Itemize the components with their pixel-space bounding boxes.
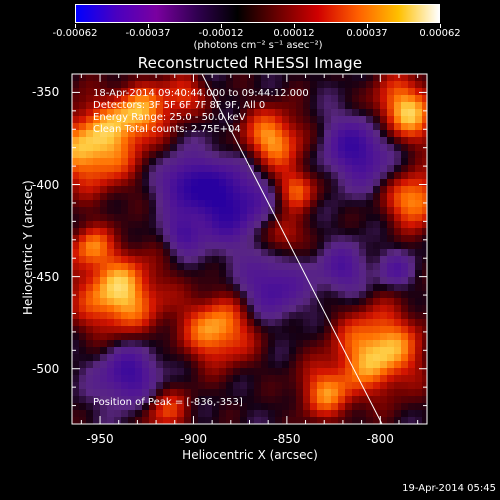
time-range-annotation: 18-Apr-2014 09:40:44.000 to 09:44:12.000 (93, 88, 309, 99)
x-tick-label: -900 (179, 432, 208, 446)
colorbar-tick (294, 24, 295, 28)
colorbar-tick-label: 0.00037 (346, 28, 388, 39)
colorbar-tick-label: -0.00062 (52, 28, 98, 39)
solar-limb-line (201, 74, 383, 424)
y-tick-label: -450 (32, 269, 60, 284)
colorbar-tick-label: 0.00012 (273, 28, 315, 39)
x-tick-label: -950 (86, 432, 114, 446)
peak-position-annotation: Position of Peak = [-836,-353] (93, 397, 243, 408)
colorbar-tick (367, 24, 368, 28)
colorbar-tick (221, 24, 222, 28)
plot-title: Reconstructed RHESSI Image (137, 54, 363, 72)
colorbar (75, 4, 440, 23)
colorbar-tick-label: -0.00012 (198, 28, 244, 39)
generation-timestamp: 19-Apr-2014 05:45 (402, 483, 496, 494)
colorbar-tick-label: 0.00062 (419, 28, 461, 39)
colorbar-tick (148, 24, 149, 28)
y-tick-label: -350 (32, 85, 60, 100)
clean-counts-annotation: Clean Total counts: 2.75E+04 (93, 124, 241, 135)
rhessi-image (72, 74, 427, 424)
energy-range-annotation: Energy Range: 25.0 - 50.0 keV (93, 112, 246, 123)
colorbar-units: (photons cm⁻² s⁻¹ asec⁻²) (193, 40, 323, 51)
colorbar-tick-label: -0.00037 (125, 28, 171, 39)
image-heatmap (72, 74, 427, 424)
y-axis-label: Heliocentric Y (arcsec) (21, 180, 35, 315)
detectors-annotation: Detectors: 3F 5F 6F 7F 8F 9F, All 0 (93, 100, 266, 111)
x-tick-label: -850 (273, 432, 301, 446)
y-tick-label: -500 (32, 361, 60, 376)
x-axis-label: Heliocentric X (arcsec) (182, 448, 318, 462)
y-tick-label: -400 (32, 177, 60, 192)
x-tick-label: -800 (366, 432, 394, 446)
colorbar-tick (440, 24, 441, 28)
colorbar-tick (75, 24, 76, 28)
